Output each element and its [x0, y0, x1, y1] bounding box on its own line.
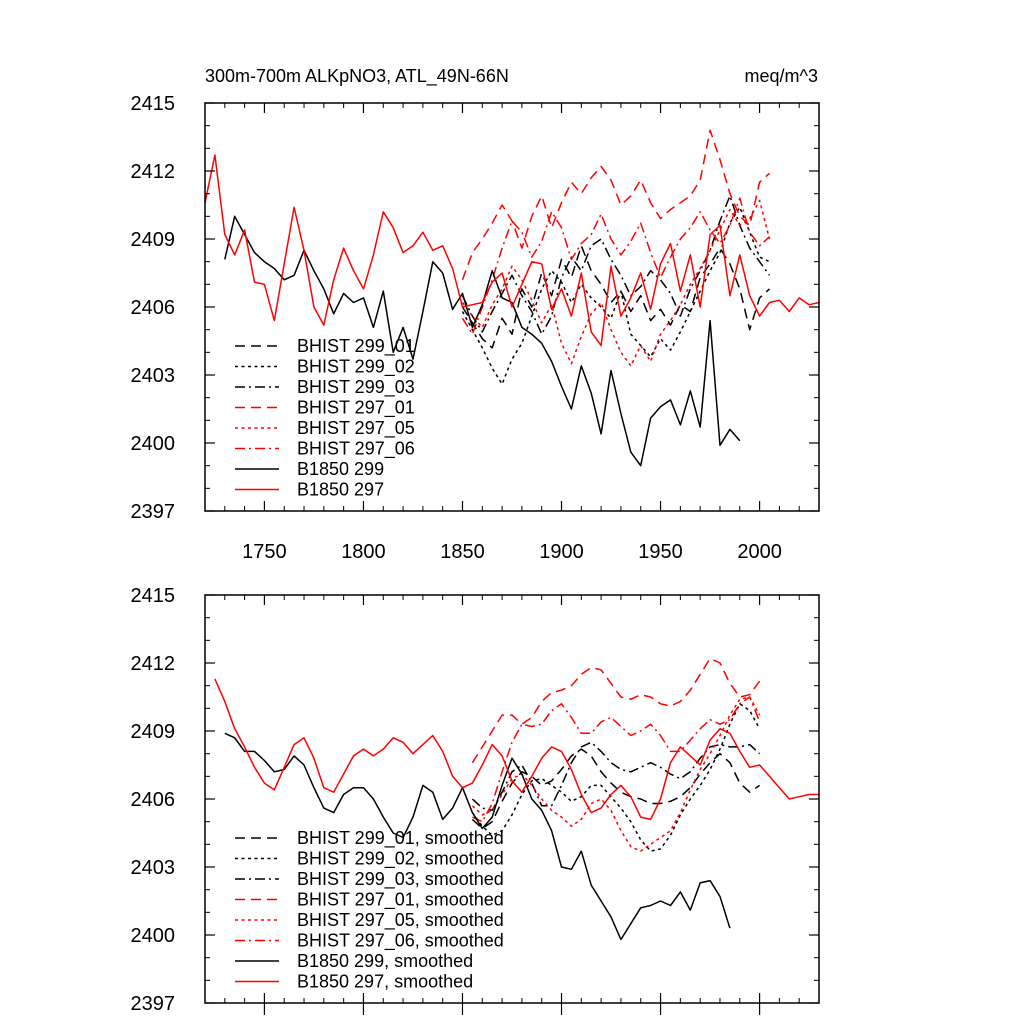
- legend-label: BHIST 299_02, smoothed: [297, 849, 504, 870]
- legend-label: BHIST 299_01: [297, 336, 415, 357]
- series-line: [214, 678, 819, 821]
- legend-label: BHIST 297_01, smoothed: [297, 890, 504, 911]
- series-line: [461, 195, 771, 335]
- tick-layer: 2397 2400 2403 2406 2409 2412 2415 1750 1800 1850…: [131, 93, 820, 563]
- series-line: [471, 696, 761, 852]
- y-tick-label: 2406: [131, 297, 176, 319]
- x-tick-label: 1900: [539, 541, 584, 563]
- series-layer: [214, 657, 819, 941]
- chart-units: meq/m^3: [745, 66, 818, 86]
- legend-label: B1850 299, smoothed: [297, 951, 473, 971]
- series-line: [461, 129, 771, 281]
- legend-label: BHIST 297_06, smoothed: [297, 931, 504, 952]
- series-line: [224, 215, 741, 467]
- y-tick-label: 2412: [131, 653, 176, 675]
- series-line: [471, 741, 761, 812]
- series-line: [461, 197, 771, 335]
- x-tick-label: 1850: [440, 541, 485, 563]
- series-line: [204, 154, 820, 347]
- bottom-panel: 2397 2400 2403 2406 2409 2412 2415 BHIST 299_0…: [131, 585, 820, 1015]
- y-tick-label: 2403: [131, 857, 176, 879]
- top-panel: 300m-700m ALKpNO3, ATL_49N-66N meq/m^3 2…: [131, 66, 820, 563]
- series-line: [472, 696, 761, 823]
- legend-label: BHIST 297_05, smoothed: [297, 910, 504, 931]
- legend-label: B1850 297, smoothed: [297, 972, 473, 992]
- legend-label: BHIST 299_02: [297, 357, 415, 378]
- series-line: [461, 199, 771, 367]
- y-tick-label: 2415: [131, 585, 176, 607]
- y-tick-label: 2406: [131, 789, 176, 811]
- legend-label: BHIST 299_03, smoothed: [297, 869, 504, 890]
- y-tick-label: 2412: [131, 161, 176, 183]
- y-tick-label: 2397: [131, 501, 176, 523]
- x-tick-label: 2000: [737, 541, 782, 563]
- legend-label: BHIST 297_06: [297, 439, 415, 460]
- series-layer: [204, 129, 820, 467]
- y-tick-label: 2397: [131, 993, 176, 1015]
- legend-label: BHIST 299_03: [297, 377, 415, 398]
- series-line: [461, 245, 771, 349]
- legend-label: BHIST 297_05: [297, 418, 415, 439]
- y-tick-label: 2415: [131, 93, 176, 115]
- x-tick-label: 1750: [242, 541, 287, 563]
- x-tick-label: 1950: [638, 541, 683, 563]
- series-line: [471, 703, 761, 852]
- y-tick-label: 2409: [131, 229, 176, 251]
- y-tick-label: 2400: [131, 925, 176, 947]
- series-line: [461, 206, 770, 385]
- x-tick-label: 1800: [341, 541, 386, 563]
- legend-label: B1850 299: [297, 459, 384, 479]
- legend-label: BHIST 299_01, smoothed: [297, 828, 504, 849]
- legend-label: BHIST 297_01: [297, 398, 415, 419]
- legend-label: B1850 297: [297, 480, 384, 500]
- series-line: [224, 732, 731, 941]
- series-line: [471, 657, 761, 764]
- series-line: [471, 748, 761, 830]
- y-tick-label: 2400: [131, 433, 176, 455]
- y-tick-label: 2403: [131, 365, 176, 387]
- y-tick-label: 2409: [131, 721, 176, 743]
- chart-title: 300m-700m ALKpNO3, ATL_49N-66N: [205, 66, 509, 87]
- tick-layer: 2397 2400 2403 2406 2409 2412 2415: [131, 585, 820, 1015]
